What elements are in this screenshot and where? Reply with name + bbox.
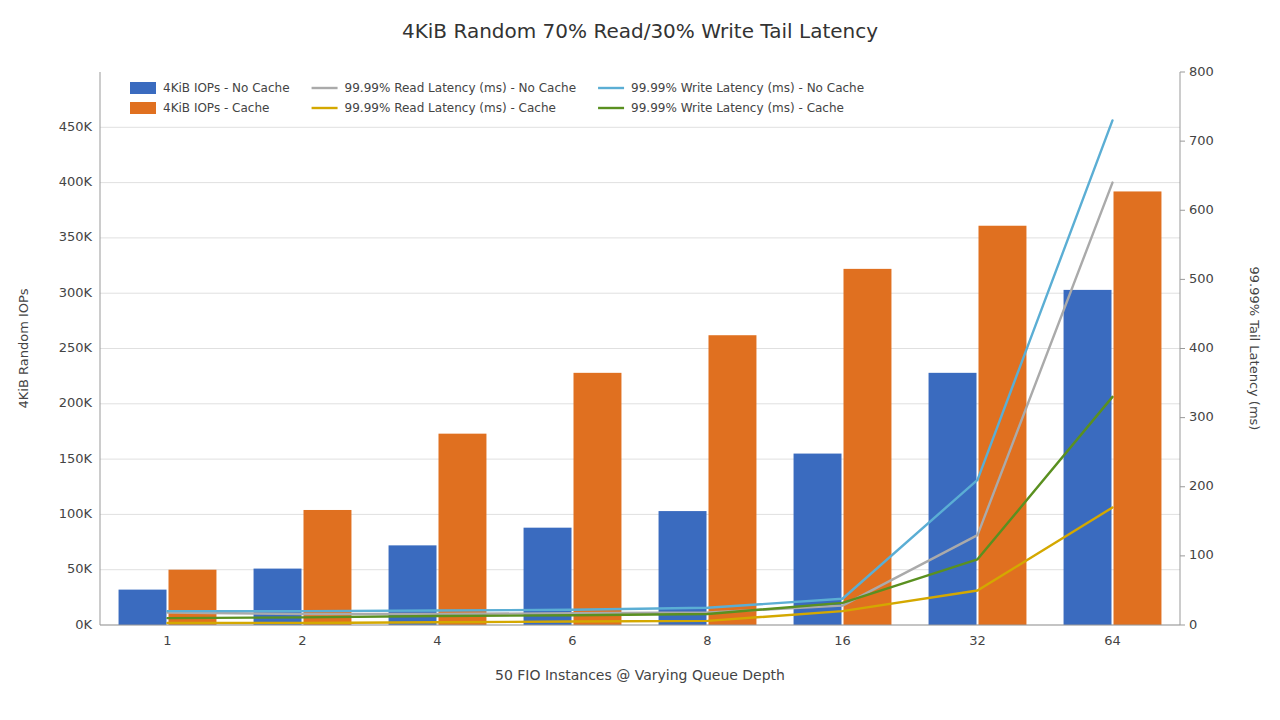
y2-tick bbox=[1180, 141, 1185, 142]
y-tick-label: 300K bbox=[59, 285, 93, 300]
x-tick-label: 8 bbox=[703, 633, 711, 648]
legend-swatch bbox=[312, 87, 338, 89]
legend-swatch bbox=[598, 87, 624, 89]
y2-tick-label: 200 bbox=[1189, 478, 1214, 493]
bar bbox=[929, 373, 977, 625]
legend: 4KiB IOPs - No Cache 4KiB IOPs - Cache 99.… bbox=[130, 81, 864, 115]
y-tick-label: 150K bbox=[59, 451, 93, 466]
bar bbox=[1064, 290, 1112, 625]
x-tick-label: 2 bbox=[298, 633, 306, 648]
legend-item: 99.99% Read Latency (ms) - Cache bbox=[312, 101, 556, 115]
bar bbox=[844, 269, 892, 625]
legend-item: 4KiB IOPs - No Cache bbox=[130, 81, 290, 95]
x-tick-label: 32 bbox=[969, 633, 986, 648]
legend-label: 99.99% Read Latency (ms) - Cache bbox=[345, 101, 556, 115]
bar bbox=[119, 590, 167, 625]
line bbox=[168, 183, 1113, 614]
y2-tick bbox=[1180, 555, 1185, 556]
grid-line bbox=[100, 127, 1180, 128]
x-tick-label: 16 bbox=[834, 633, 851, 648]
legend-swatch bbox=[312, 107, 338, 109]
chart-container: 0K 50K 100K 150K 200K 250K 300K 350K 400K 450K 0 10… bbox=[0, 0, 1280, 720]
y2-tick-label: 600 bbox=[1189, 202, 1214, 217]
legend-label: 99.99% Write Latency (ms) - Cache bbox=[631, 101, 844, 115]
legend-label: 4KiB IOPs - No Cache bbox=[163, 81, 290, 95]
legend-label: 4KiB IOPs - Cache bbox=[163, 101, 269, 115]
legend-swatch bbox=[130, 82, 156, 94]
background bbox=[0, 0, 1280, 720]
x-axis-label: 50 FIO Instances @ Varying Queue Depth bbox=[495, 667, 785, 683]
y2-tick-label: 500 bbox=[1189, 271, 1214, 286]
plot-marks bbox=[119, 120, 1162, 625]
title: 4KiB Random 70% Read/30% Write Tail Late… bbox=[402, 19, 878, 43]
x-tick-label: 64 bbox=[1104, 633, 1121, 648]
x-tick-label: 6 bbox=[568, 633, 576, 648]
legend-item: 4KiB IOPs - Cache bbox=[130, 101, 269, 115]
y2-tick bbox=[1180, 348, 1185, 349]
bar bbox=[574, 373, 622, 625]
legend-item: 99.99% Read Latency (ms) - No Cache bbox=[312, 81, 577, 95]
bar bbox=[439, 434, 487, 625]
y-axis-label: 4KiB Random IOPs bbox=[16, 288, 31, 408]
y2-tick-label: 400 bbox=[1189, 340, 1214, 355]
bar bbox=[709, 335, 757, 625]
y2-tick-label: 300 bbox=[1189, 409, 1214, 424]
chart-svg: 0K 50K 100K 150K 200K 250K 300K 350K 400K 450K 0 10… bbox=[0, 0, 1280, 720]
y-tick-label: 0K bbox=[75, 617, 92, 632]
y2-tick bbox=[1180, 486, 1185, 487]
legend-swatch bbox=[130, 102, 156, 114]
y-tick-label: 100K bbox=[59, 506, 93, 521]
y2-axis-line bbox=[1180, 72, 1181, 625]
y-tick-label: 450K bbox=[59, 119, 93, 134]
y2-tick bbox=[1180, 279, 1185, 280]
x-tick-label: 4 bbox=[433, 633, 441, 648]
grid-line bbox=[100, 182, 1180, 183]
bar bbox=[1114, 191, 1162, 625]
y-axis-line bbox=[100, 72, 101, 625]
y2-tick-label: 700 bbox=[1189, 133, 1214, 148]
y2-tick-label: 800 bbox=[1189, 64, 1214, 79]
line bbox=[168, 397, 1113, 618]
legend-swatch bbox=[598, 107, 624, 109]
legend-label: 99.99% Write Latency (ms) - No Cache bbox=[631, 81, 864, 95]
grid bbox=[100, 127, 1180, 625]
grid-line bbox=[100, 625, 1180, 626]
y2-tick bbox=[1180, 417, 1185, 418]
y-tick-label: 400K bbox=[59, 174, 93, 189]
y-tick-label: 50K bbox=[67, 561, 93, 576]
y2-tick bbox=[1180, 72, 1185, 73]
bar bbox=[304, 510, 352, 625]
y-tick-label: 250K bbox=[59, 340, 93, 355]
legend-label: 99.99% Read Latency (ms) - No Cache bbox=[345, 81, 577, 95]
line bbox=[168, 507, 1113, 622]
x-tick-label: 1 bbox=[163, 633, 171, 648]
y2-axis-label: 99.99% Tail Latency (ms) bbox=[1247, 267, 1262, 431]
line bbox=[168, 120, 1113, 611]
y2-tick bbox=[1180, 625, 1185, 626]
y-tick-label: 200K bbox=[59, 395, 93, 410]
x-axis-line bbox=[100, 625, 1180, 626]
y2-tick-label: 100 bbox=[1189, 547, 1214, 562]
legend-item: 99.99% Write Latency (ms) - Cache bbox=[598, 101, 844, 115]
legend-item: 99.99% Write Latency (ms) - No Cache bbox=[598, 81, 864, 95]
y2-tick-label: 0 bbox=[1189, 617, 1197, 632]
y-tick-label: 350K bbox=[59, 229, 93, 244]
y2-tick bbox=[1180, 210, 1185, 211]
